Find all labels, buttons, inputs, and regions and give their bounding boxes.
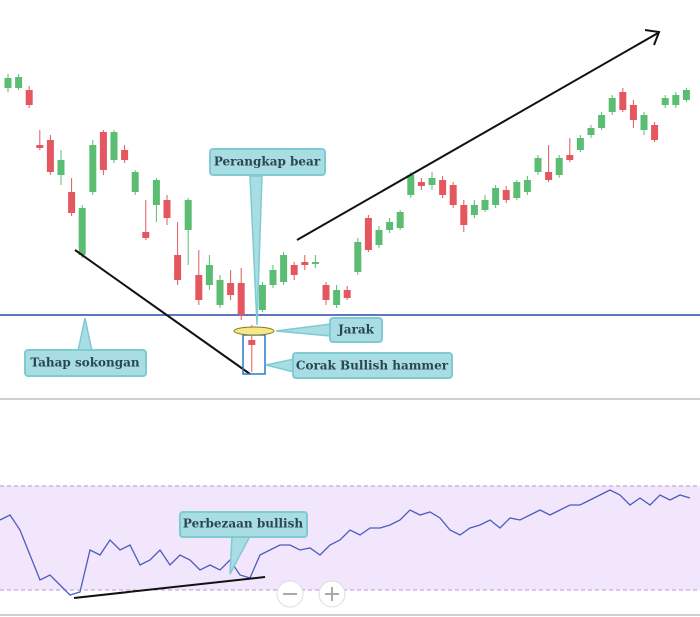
- callout-label: Jarak: [337, 323, 375, 337]
- candle-body: [237, 283, 245, 315]
- candle-body: [672, 95, 680, 105]
- candle-body: [333, 290, 341, 305]
- candle-body: [99, 132, 107, 170]
- candle-body: [142, 232, 150, 238]
- candle-body: [587, 128, 595, 135]
- candle-body: [470, 205, 478, 215]
- candle-body: [152, 180, 160, 205]
- pointer: [77, 317, 93, 352]
- candle-body: [205, 265, 213, 285]
- rsi-pane: [0, 485, 700, 596]
- candle-body: [417, 182, 425, 186]
- candle-body: [513, 182, 521, 198]
- candle-body: [248, 340, 256, 345]
- candle-body: [364, 218, 372, 250]
- callout-label: Tahap sokongan: [30, 356, 140, 370]
- candle-body: [195, 275, 203, 300]
- rsi-line: [0, 489, 691, 596]
- candle-body: [354, 242, 362, 272]
- callout-box: [329, 317, 383, 343]
- candle-body: [608, 98, 616, 112]
- trend-arrow: [296, 32, 659, 241]
- callout-box: [292, 352, 453, 379]
- pointer: [275, 323, 332, 337]
- candle-body: [78, 208, 86, 255]
- candle-body: [4, 78, 12, 88]
- candle-body: [343, 290, 351, 298]
- callout-box: [209, 148, 326, 176]
- pointer: [265, 358, 295, 373]
- candle-body: [619, 92, 627, 110]
- callout: Jarak: [275, 317, 383, 343]
- callout: Perbezaan bullish: [179, 511, 308, 575]
- price-pane: [0, 74, 700, 372]
- candle-body: [322, 285, 330, 300]
- candle-body: [25, 90, 33, 105]
- candle-body: [407, 175, 415, 195]
- candle-body: [57, 160, 65, 175]
- candle-body: [428, 178, 436, 185]
- divergence-line: [73, 576, 266, 599]
- zoom-controls: [276, 580, 346, 608]
- candle-body: [131, 172, 139, 192]
- candle-body: [301, 262, 309, 265]
- candle-body: [449, 185, 457, 205]
- candle-body: [68, 192, 76, 213]
- candle-body: [280, 255, 288, 282]
- candle-body: [523, 180, 531, 192]
- callout-box: [179, 511, 308, 538]
- candle-body: [598, 115, 606, 128]
- candle-body: [36, 145, 44, 148]
- candle-body: [258, 285, 266, 310]
- candle-body: [661, 98, 669, 105]
- candle-body: [121, 150, 129, 160]
- callout-label: Perbezaan bullish: [183, 517, 303, 531]
- callout-box: [24, 349, 147, 377]
- callout: Tahap sokongan: [24, 317, 147, 377]
- candle-body: [110, 132, 118, 160]
- candle-body: [534, 158, 542, 172]
- candle-body: [375, 230, 383, 245]
- candle-body: [174, 255, 182, 280]
- annotations: Perangkap bear Jarak Corak Bullish hamme…: [24, 29, 661, 599]
- candle-body: [492, 188, 500, 205]
- candle-body: [269, 270, 277, 285]
- candle-body: [386, 222, 394, 230]
- candle-body: [629, 105, 637, 120]
- candle-body: [184, 200, 192, 230]
- candle-body: [576, 138, 584, 150]
- candle-body: [566, 155, 574, 160]
- arrow-head: [644, 29, 661, 46]
- candle-body: [89, 145, 97, 192]
- candle-body: [555, 158, 563, 175]
- candle-body: [46, 140, 54, 172]
- candle-body: [460, 205, 468, 225]
- candle-body: [163, 200, 171, 218]
- candle-body: [640, 115, 648, 130]
- candle-body: [396, 212, 404, 228]
- candle-body: [439, 180, 447, 195]
- candle-body: [216, 280, 224, 305]
- candle-body: [545, 172, 553, 180]
- candle-body: [502, 190, 510, 200]
- callout: Perangkap bear: [209, 148, 326, 326]
- trend-line: [74, 249, 251, 375]
- callout-label: Perangkap bear: [214, 155, 321, 169]
- candle-body: [15, 77, 23, 88]
- candle-body: [481, 200, 489, 210]
- candle-body: [311, 262, 319, 264]
- rsi-band: [0, 486, 700, 590]
- gap-marker: [233, 326, 275, 336]
- candle-body: [227, 283, 235, 295]
- candle-body: [290, 265, 298, 275]
- candle-body: [651, 125, 659, 140]
- callout: Corak Bullish hammer: [265, 352, 453, 379]
- callout-label: Corak Bullish hammer: [296, 359, 449, 373]
- candle-body: [682, 90, 690, 100]
